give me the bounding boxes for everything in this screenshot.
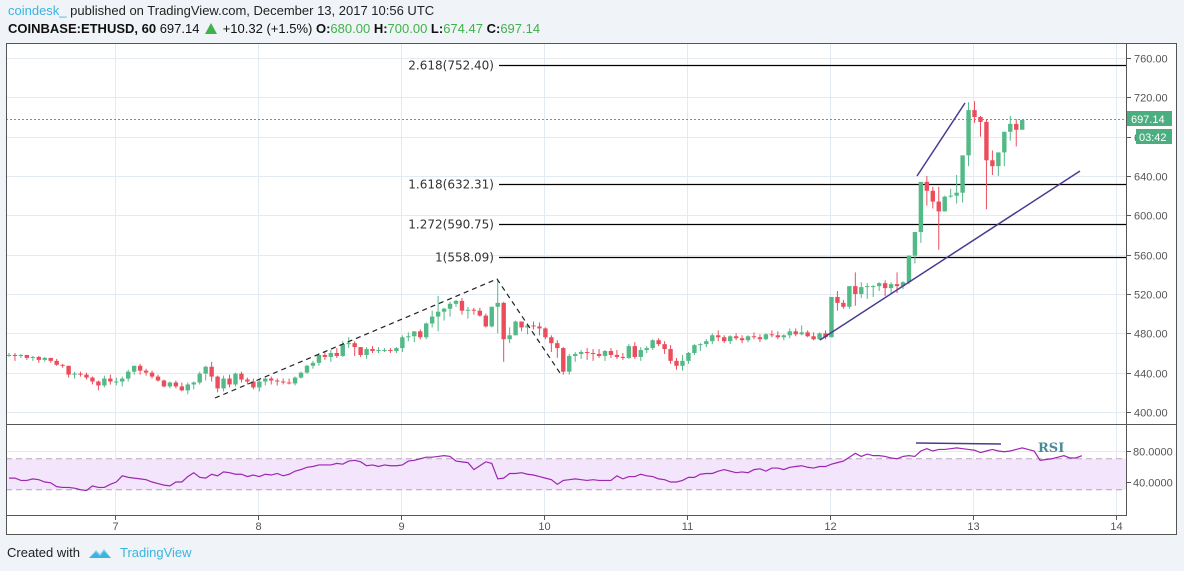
open-value: 680.00 <box>330 21 371 36</box>
last-price: 697.14 <box>159 21 200 36</box>
tradingview-logo-icon <box>88 548 111 558</box>
rsi-band <box>6 458 1126 491</box>
rsi-axis[interactable]: 80.0000 40.0000 <box>1126 447 1173 490</box>
author-link[interactable]: coindesk_ <box>8 3 67 18</box>
svg-text:12: 12 <box>824 521 836 533</box>
price-change: +10.32 (+1.5%) <box>222 21 313 36</box>
rsi-line: RSI <box>9 441 1083 492</box>
svg-text:11: 11 <box>682 521 693 533</box>
svg-text:1.618(632.31): 1.618(632.31) <box>408 178 494 192</box>
low-value: 674.47 <box>443 21 483 36</box>
fib-extension[interactable]: 2.618(752.40) 1.618(632.31) 1.272(590.75) 1… <box>6 59 1126 265</box>
open-label: O: <box>315 21 331 36</box>
close-value: 697.14 <box>500 21 541 36</box>
svg-text:RSI: RSI <box>1038 441 1064 456</box>
price-axis[interactable]: 760.00720.00680.00640.00600.00560.00520.… <box>1126 54 1172 420</box>
svg-text:10: 10 <box>538 521 550 533</box>
svg-text:760.00: 760.00 <box>1134 54 1168 66</box>
svg-text:13: 13 <box>967 521 979 533</box>
publish-info: coindesk_ published on TradingView.com, … <box>8 3 434 18</box>
up-triangle-icon <box>205 23 218 34</box>
svg-text:80.0000: 80.0000 <box>1133 447 1173 459</box>
svg-text:600.00: 600.00 <box>1134 211 1168 223</box>
svg-text:9: 9 <box>398 521 404 533</box>
footer: Created with TradingView <box>7 545 192 560</box>
chart-frame <box>6 43 1177 535</box>
svg-text:520.00: 520.00 <box>1134 290 1168 302</box>
svg-text:440.00: 440.00 <box>1134 369 1168 381</box>
svg-text:480.00: 480.00 <box>1134 329 1168 341</box>
svg-text:640.00: 640.00 <box>1134 172 1168 184</box>
candles <box>6 101 1025 395</box>
symbol-info: COINBASE:ETHUSD, 60 697.14 +10.32 (+1.5%… <box>8 21 540 36</box>
drawings[interactable] <box>214 102 1081 445</box>
time-axis[interactable]: 7 8 9 10 11 12 13 14 <box>112 515 1123 533</box>
svg-text:1(558.09): 1(558.09) <box>435 251 494 265</box>
svg-text:697.14: 697.14 <box>1131 114 1165 126</box>
low-label: L: <box>430 21 444 36</box>
svg-text:40.0000: 40.0000 <box>1133 478 1173 490</box>
close-label: C: <box>486 21 501 36</box>
svg-text:1.272(590.75): 1.272(590.75) <box>408 218 494 232</box>
high-value: 700.00 <box>387 21 428 36</box>
created-with-label: Created with <box>7 545 80 560</box>
svg-text:2.618(752.40): 2.618(752.40) <box>408 59 494 73</box>
svg-text:7: 7 <box>112 521 118 533</box>
high-label: H: <box>373 21 388 36</box>
publish-text: published on TradingView.com, December 1… <box>70 3 435 18</box>
svg-text:14: 14 <box>1110 521 1122 533</box>
tradingview-link[interactable]: TradingView <box>119 545 192 560</box>
svg-text:400.00: 400.00 <box>1134 408 1168 420</box>
symbol-label: COINBASE:ETHUSD, 60 <box>8 21 157 36</box>
svg-text:03:42: 03:42 <box>1139 132 1167 144</box>
svg-text:8: 8 <box>255 521 261 533</box>
svg-text:560.00: 560.00 <box>1134 251 1168 263</box>
svg-text:720.00: 720.00 <box>1134 93 1168 105</box>
chart-background <box>6 43 1177 535</box>
